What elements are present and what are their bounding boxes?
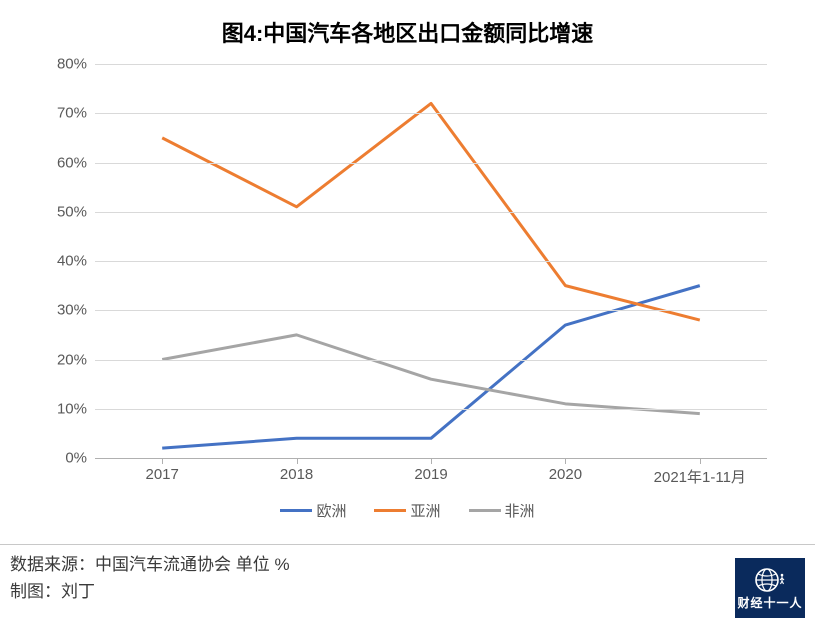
gridline: [95, 113, 767, 114]
y-tick-label: 0%: [65, 450, 95, 467]
legend-item: 欧洲: [280, 500, 346, 521]
y-tick-label: 70%: [57, 105, 95, 122]
legend-label: 欧洲: [316, 500, 346, 521]
y-tick-label: 80%: [57, 56, 95, 73]
gridline: [95, 261, 767, 262]
x-tick-mark: [565, 458, 566, 464]
y-tick-label: 50%: [57, 203, 95, 220]
y-tick-label: 30%: [57, 302, 95, 319]
gridline: [95, 409, 767, 410]
y-tick-label: 40%: [57, 253, 95, 270]
y-tick-label: 60%: [57, 154, 95, 171]
plot-area: 0%10%20%30%40%50%60%70%80%20172018201920…: [95, 64, 767, 458]
brand-badge: 财经十一人: [735, 558, 805, 618]
x-tick-mark: [700, 458, 701, 464]
legend-label: 非洲: [505, 500, 535, 521]
gridline: [95, 360, 767, 361]
legend-item: 亚洲: [374, 500, 440, 521]
gridline: [95, 163, 767, 164]
gridline: [95, 212, 767, 213]
legend-swatch: [469, 509, 501, 512]
x-tick-mark: [297, 458, 298, 464]
y-tick-label: 20%: [57, 351, 95, 368]
gridline: [95, 64, 767, 65]
legend-item: 非洲: [469, 500, 535, 521]
source-line: 数据来源：中国汽车流通协会 单位 %: [10, 551, 805, 578]
legend-swatch: [374, 509, 406, 512]
x-tick-mark: [431, 458, 432, 464]
y-tick-label: 10%: [57, 400, 95, 417]
badge-text: 财经十一人: [737, 594, 802, 611]
chart-title: 图4:中国汽车各地区出口金额同比增速: [0, 0, 815, 48]
globe-icon: [753, 566, 787, 594]
legend-label: 亚洲: [410, 500, 440, 521]
x-tick-mark: [162, 458, 163, 464]
author-line: 制图：刘丁: [10, 578, 805, 605]
gridline: [95, 310, 767, 311]
chart-container: 图4:中国汽车各地区出口金额同比增速 0%10%20%30%40%50%60%7…: [0, 0, 815, 544]
legend-swatch: [280, 509, 312, 512]
footer: 数据来源：中国汽车流通协会 单位 % 制图：刘丁: [0, 544, 815, 605]
series-line-非洲: [162, 335, 700, 414]
legend: 欧洲 亚洲 非洲: [0, 500, 815, 521]
